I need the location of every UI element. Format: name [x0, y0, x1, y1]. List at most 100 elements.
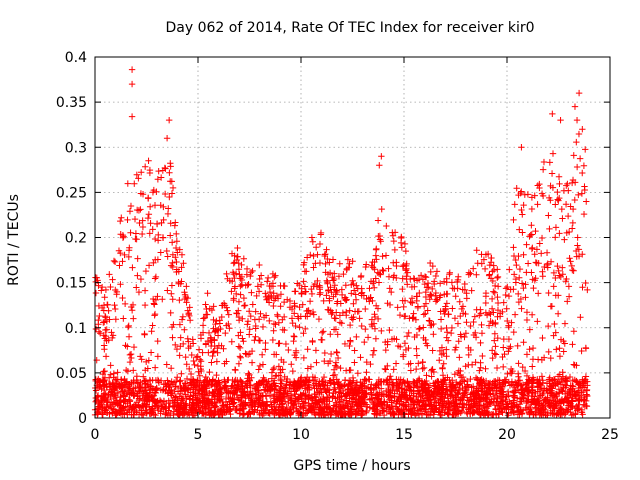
- data-point: [574, 234, 581, 241]
- data-point: [452, 293, 459, 300]
- data-point: [157, 398, 165, 406]
- data-point: [462, 363, 469, 370]
- data-point: [202, 383, 209, 391]
- data-point: [263, 380, 271, 388]
- data-point: [262, 339, 269, 347]
- data-point: [540, 158, 548, 166]
- data-point: [404, 394, 411, 402]
- data-point: [417, 272, 425, 279]
- data-point: [397, 398, 405, 405]
- data-point: [277, 366, 284, 374]
- data-point: [277, 303, 284, 310]
- data-point: [332, 315, 339, 322]
- data-point: [264, 274, 272, 282]
- data-point: [305, 396, 312, 403]
- data-point: [448, 399, 456, 406]
- data-point: [237, 291, 244, 298]
- data-point: [463, 290, 470, 297]
- data-point: [524, 380, 532, 387]
- data-point: [427, 268, 434, 276]
- data-point: [306, 298, 314, 305]
- data-point: [142, 366, 149, 374]
- data-point: [510, 271, 518, 278]
- data-point: [289, 319, 296, 327]
- data-point: [410, 384, 418, 391]
- data-point: [559, 271, 566, 278]
- data-point: [256, 362, 264, 370]
- data-point: [168, 392, 175, 399]
- data-point: [352, 296, 360, 303]
- data-point: [492, 393, 500, 401]
- y-tick-label: 0.2: [65, 231, 87, 247]
- data-point: [424, 307, 431, 314]
- data-point: [483, 394, 491, 402]
- data-point: [559, 264, 566, 271]
- data-point: [251, 385, 259, 393]
- data-point: [153, 385, 161, 392]
- data-point: [559, 369, 566, 376]
- data-point: [340, 270, 347, 278]
- data-point: [532, 389, 539, 397]
- data-point: [342, 410, 349, 417]
- data-point: [295, 377, 302, 385]
- data-point: [260, 374, 267, 381]
- data-point: [251, 337, 258, 344]
- x-tick-label: 15: [395, 427, 413, 443]
- data-point: [504, 370, 511, 378]
- data-point: [533, 259, 540, 267]
- data-point: [433, 268, 441, 275]
- data-point: [563, 275, 570, 283]
- data-point: [266, 392, 274, 399]
- data-point: [272, 386, 280, 394]
- data-point: [361, 376, 368, 384]
- data-point: [519, 381, 527, 388]
- data-point: [172, 394, 179, 401]
- data-point: [276, 340, 283, 347]
- data-point: [309, 404, 317, 412]
- data-point: [409, 405, 417, 413]
- data-point: [499, 308, 506, 316]
- data-point: [155, 231, 162, 239]
- data-point: [151, 235, 159, 243]
- data-point: [486, 261, 493, 269]
- data-point: [102, 314, 109, 321]
- data-point: [149, 295, 157, 303]
- data-point: [424, 391, 431, 399]
- data-point: [166, 193, 173, 201]
- data-point: [122, 366, 130, 374]
- data-point: [423, 377, 430, 385]
- data-point: [558, 376, 565, 384]
- data-point: [316, 240, 324, 248]
- data-point: [443, 279, 450, 286]
- data-point: [433, 406, 440, 413]
- data-point: [219, 411, 226, 419]
- data-point: [526, 409, 533, 416]
- data-point: [149, 322, 156, 329]
- data-point: [494, 266, 501, 273]
- data-point: [378, 205, 385, 213]
- data-point: [423, 284, 431, 291]
- data-point: [244, 375, 251, 382]
- data-point: [186, 317, 194, 324]
- data-point: [168, 239, 176, 246]
- data-point: [552, 224, 560, 231]
- data-point: [492, 343, 499, 350]
- data-point: [110, 406, 117, 413]
- data-point: [498, 394, 505, 402]
- data-point: [211, 411, 218, 418]
- data-point: [140, 373, 147, 380]
- data-point: [361, 382, 368, 390]
- data-point: [312, 244, 320, 251]
- data-point: [453, 401, 460, 409]
- data-point: [227, 385, 235, 392]
- data-point: [528, 194, 536, 201]
- data-point: [383, 378, 390, 386]
- data-point: [490, 266, 498, 274]
- data-point: [513, 261, 520, 269]
- data-point: [152, 386, 159, 393]
- data-point: [473, 271, 480, 278]
- data-point: [565, 293, 573, 300]
- data-point: [476, 367, 483, 374]
- data-point: [240, 294, 248, 302]
- data-point: [259, 411, 266, 419]
